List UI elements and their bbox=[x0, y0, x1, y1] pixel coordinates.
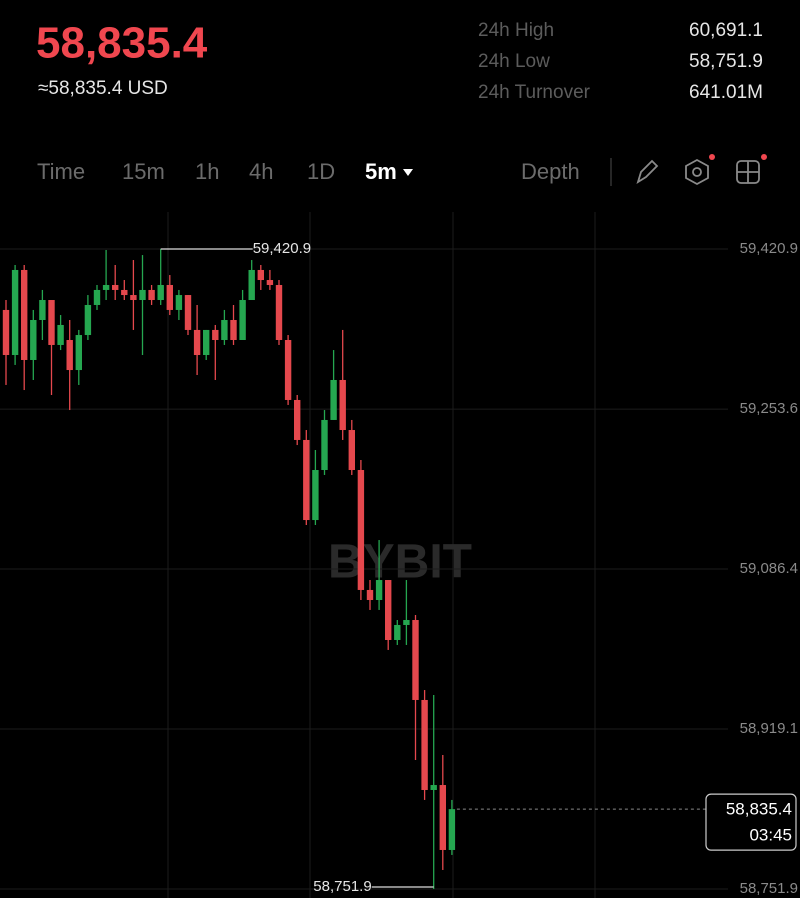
candle-body bbox=[93, 289, 101, 305]
stat-label: 24h Turnover bbox=[478, 82, 591, 103]
candle-body bbox=[321, 419, 328, 471]
stat-value: 60,691.1 bbox=[689, 20, 763, 41]
candle-body bbox=[357, 470, 365, 590]
watermark: BYBIT bbox=[328, 536, 472, 589]
vertical-grid bbox=[167, 212, 596, 898]
candle-body bbox=[312, 470, 319, 521]
candle-body bbox=[439, 785, 446, 850]
candle-body bbox=[239, 300, 246, 340]
candle-body bbox=[330, 379, 337, 420]
y-tick-label: 59,086.4 bbox=[740, 560, 798, 577]
candle-body bbox=[257, 269, 264, 281]
depth-tab[interactable]: Depth bbox=[521, 159, 580, 184]
stat-value: 641.01M bbox=[689, 82, 763, 103]
candle-body bbox=[203, 329, 210, 356]
candle-body bbox=[66, 339, 73, 371]
y-tick-label: 58,751.9 bbox=[740, 880, 798, 897]
settings-icon[interactable] bbox=[685, 158, 709, 186]
candle-body bbox=[21, 269, 28, 360]
candle-body bbox=[212, 329, 219, 340]
active-interval[interactable]: 5m bbox=[365, 159, 397, 184]
badge bbox=[761, 154, 767, 160]
candlestick-chart: 59,420.9 59,253.6 59,086.4 58,919.1 58,751.9… bbox=[0, 240, 798, 897]
draw-icon[interactable] bbox=[636, 159, 659, 185]
candle-body bbox=[385, 580, 392, 640]
candle-body bbox=[348, 430, 355, 471]
candle-body bbox=[30, 320, 37, 360]
candle-body bbox=[166, 284, 173, 310]
candle-body bbox=[412, 620, 419, 700]
countdown: 03:45 bbox=[749, 826, 792, 845]
candle-body bbox=[48, 300, 55, 345]
last-price-box bbox=[705, 793, 797, 851]
settings-icon-center bbox=[692, 167, 702, 177]
candle-body bbox=[421, 699, 428, 790]
candle-body bbox=[366, 589, 374, 601]
y-tick-label: 58,919.1 bbox=[740, 720, 798, 737]
candle-body bbox=[75, 335, 82, 371]
candle-body bbox=[430, 785, 437, 790]
max-marker-label: 59,420.9 bbox=[253, 240, 311, 257]
candle-body bbox=[248, 269, 255, 301]
candle-body bbox=[130, 295, 137, 301]
candle-body bbox=[193, 329, 201, 356]
y-tick-label: 59,253.6 bbox=[740, 400, 798, 417]
interval-tab[interactable]: 4h bbox=[249, 159, 273, 184]
stat-label: 24h Low bbox=[478, 51, 550, 72]
price-usd: ≈58,835.4 USD bbox=[38, 78, 168, 99]
candle-body bbox=[139, 289, 146, 301]
candle-body bbox=[448, 809, 456, 850]
candle-body bbox=[148, 289, 155, 301]
candle-body bbox=[39, 300, 46, 321]
candle-body bbox=[284, 339, 292, 400]
interval-tab[interactable]: 15m bbox=[122, 159, 165, 184]
candle-body bbox=[184, 295, 192, 330]
candle-body bbox=[303, 439, 310, 521]
candle-body bbox=[102, 284, 110, 290]
candle-body bbox=[121, 289, 128, 296]
dropdown-caret[interactable] bbox=[403, 169, 413, 176]
candle-body bbox=[175, 295, 183, 310]
candle-body bbox=[157, 284, 164, 301]
candle-body bbox=[112, 284, 119, 290]
candle-body bbox=[221, 320, 228, 340]
candle-body bbox=[375, 580, 383, 601]
candle-body bbox=[339, 379, 346, 431]
stat-value: 58,751.9 bbox=[689, 51, 763, 72]
candle-body bbox=[294, 399, 301, 440]
candle-body bbox=[403, 620, 410, 625]
badge bbox=[709, 154, 715, 160]
stat-label: 24h High bbox=[478, 20, 554, 41]
interval-tab[interactable]: Time bbox=[37, 159, 85, 184]
min-marker-label: 58,751.9 bbox=[313, 878, 371, 895]
candle-body bbox=[2, 309, 10, 356]
candle-body bbox=[275, 284, 283, 340]
candle-body bbox=[84, 304, 92, 336]
candle-body bbox=[394, 624, 401, 640]
candle-body bbox=[266, 280, 274, 285]
interval-tab[interactable]: 1h bbox=[195, 159, 219, 184]
last-price: 58,835.4 bbox=[36, 19, 208, 68]
y-tick-label: 59,420.9 bbox=[740, 240, 798, 257]
last-price-label: 58,835.4 bbox=[726, 800, 792, 819]
candle-body bbox=[11, 269, 19, 356]
candle-body bbox=[57, 324, 64, 345]
candle-body bbox=[230, 320, 237, 340]
interval-tab[interactable]: 1D bbox=[307, 159, 335, 184]
